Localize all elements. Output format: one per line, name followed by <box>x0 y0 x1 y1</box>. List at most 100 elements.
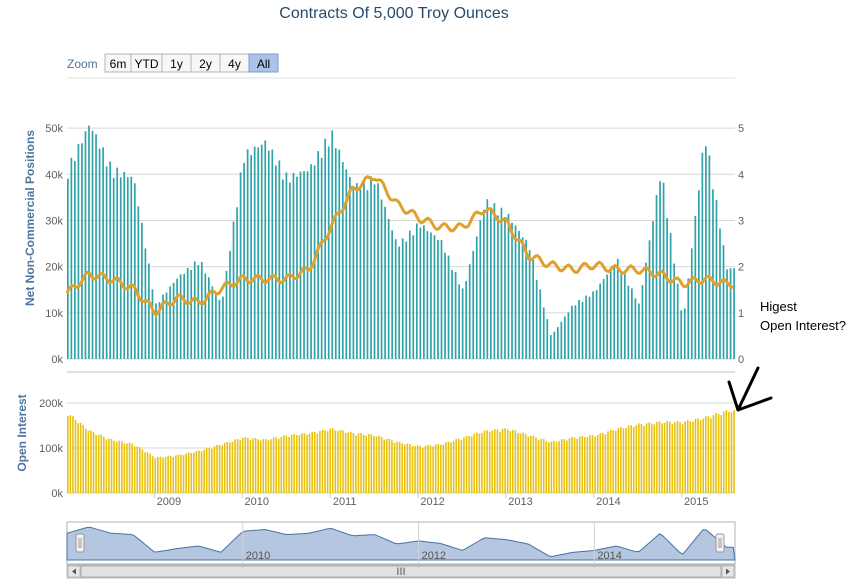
net-position-bar <box>356 183 358 359</box>
open-interest-bar <box>177 454 180 493</box>
open-interest-bar <box>594 436 596 493</box>
open-interest-bar <box>331 428 334 493</box>
net-position-bar <box>246 149 249 359</box>
net-position-bar <box>204 273 207 359</box>
open-interest-bar <box>517 432 519 493</box>
bottom-y-ticks: 0k 100k 200k <box>39 398 63 500</box>
net-position-bar <box>719 228 721 359</box>
net-position-bar <box>296 176 298 359</box>
net-position-bar <box>278 160 281 359</box>
net-position-bar <box>556 327 559 359</box>
net-position-bar <box>652 221 654 359</box>
net-position-bar <box>525 239 527 359</box>
open-interest-bar <box>293 433 295 493</box>
open-interest-bar <box>252 438 254 493</box>
open-interest-bar <box>190 453 193 493</box>
net-position-bar <box>208 277 210 359</box>
open-interest-bar <box>432 446 434 493</box>
open-interest-bar <box>247 438 249 493</box>
open-interest-bar <box>704 416 707 493</box>
open-interest-bar <box>157 456 159 493</box>
zoom-button-label: 2y <box>199 57 212 71</box>
open-interest-bar <box>434 444 437 493</box>
zoom-button-label: YTD <box>135 57 159 71</box>
open-interest-bar <box>172 456 175 493</box>
net-position-bar <box>285 172 288 359</box>
net-position-bar <box>144 248 147 359</box>
open-interest-bar <box>280 436 283 493</box>
open-interest-bar <box>596 435 599 493</box>
net-position-bar <box>257 147 260 359</box>
open-interest-bar <box>514 430 517 493</box>
zoom-button-label: 1y <box>170 57 183 71</box>
net-position-bar <box>176 278 178 359</box>
net-position-bar <box>384 206 386 359</box>
x-tick-label: 2010 <box>245 496 269 508</box>
zoom-button-all[interactable]: All <box>248 53 279 73</box>
open-interest-bar <box>566 440 568 493</box>
open-interest-bar <box>535 437 537 493</box>
net-position-bar <box>74 161 76 359</box>
net-position-bar <box>253 146 256 359</box>
open-interest-bar <box>421 447 424 493</box>
navigator-right-handle[interactable] <box>715 533 725 553</box>
open-interest-bar <box>295 435 298 493</box>
open-interest-bar <box>715 413 717 493</box>
zoom-button-2y[interactable]: 2y <box>190 53 221 73</box>
net-position-bar <box>303 171 305 359</box>
open-interest-bar <box>614 430 617 493</box>
open-interest-bar <box>97 434 100 493</box>
net-position-bar <box>673 263 676 359</box>
open-interest-bar <box>439 444 442 493</box>
top-line-series <box>65 174 734 318</box>
open-interest-bar <box>509 431 512 493</box>
bottom-gridlines <box>67 402 735 494</box>
scrollbar-thumb[interactable] <box>80 565 722 578</box>
net-position-bar <box>380 199 383 359</box>
net-position-bar <box>70 157 73 359</box>
net-position-bar <box>324 138 327 359</box>
open-interest-bar <box>77 423 79 493</box>
net-position-bar <box>733 268 735 359</box>
zoom-button-label: 6m <box>110 57 127 71</box>
top-right-tick-label: 1 <box>738 308 744 320</box>
open-interest-bar <box>373 436 375 493</box>
net-position-bar <box>172 282 175 359</box>
scrollbar[interactable]: III <box>66 564 736 579</box>
net-position-bar <box>310 164 312 359</box>
open-interest-bar <box>306 434 308 493</box>
navigator[interactable]: 2010 2012 2014 <box>66 521 736 565</box>
open-interest-bar <box>95 435 97 493</box>
open-interest-bar <box>658 421 661 493</box>
zoom-button-4y[interactable]: 4y <box>219 53 250 73</box>
open-interest-bar <box>72 416 74 493</box>
net-position-bar <box>334 148 337 359</box>
open-interest-bar <box>92 432 95 493</box>
net-position-bar <box>423 225 425 359</box>
open-interest-bar <box>599 432 602 493</box>
open-interest-bar <box>267 440 270 493</box>
open-interest-bar <box>113 440 115 493</box>
net-position-bar <box>183 273 186 359</box>
open-interest-bar <box>478 433 481 493</box>
net-position-bar <box>645 262 647 359</box>
net-position-bar <box>511 222 513 359</box>
net-position-bar <box>67 178 69 359</box>
navigator-left-handle[interactable] <box>75 533 85 553</box>
net-position-bar <box>366 190 369 359</box>
open-interest-bar <box>385 438 388 493</box>
zoom-button-ytd[interactable]: YTD <box>130 53 163 73</box>
open-interest-bar <box>205 448 208 493</box>
net-position-bar <box>141 222 143 359</box>
net-position-bar <box>535 279 538 359</box>
net-position-bar <box>370 176 372 359</box>
net-position-bar <box>669 232 672 359</box>
open-interest-bar <box>349 431 352 493</box>
net-position-bar <box>599 283 601 359</box>
open-interest-bar <box>643 426 645 493</box>
net-position-bar <box>458 284 460 359</box>
net-position-bar <box>190 269 193 359</box>
zoom-button-6m[interactable]: 6m <box>104 53 132 73</box>
zoom-button-1y[interactable]: 1y <box>161 53 192 73</box>
